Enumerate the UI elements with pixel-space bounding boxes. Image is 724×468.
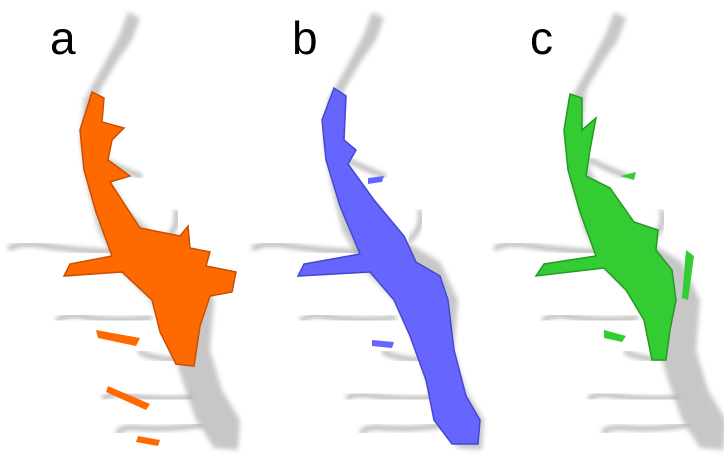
page: a b c (() => { const data = JSON.parse(d… <box>0 0 724 468</box>
panel-label: c <box>530 12 553 64</box>
panel-a: a <box>10 12 240 450</box>
panel-label: a <box>50 12 76 64</box>
panel-c: c <box>496 12 724 450</box>
panel-label: b <box>292 12 318 64</box>
figure: a b c <box>0 0 724 468</box>
panel-b: b <box>254 12 484 450</box>
region <box>298 88 480 444</box>
